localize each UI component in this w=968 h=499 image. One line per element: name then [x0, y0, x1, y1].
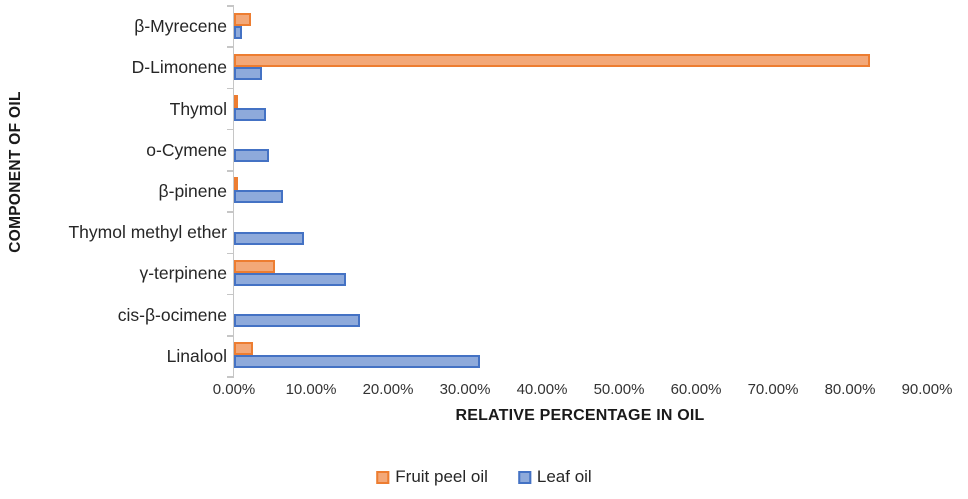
category-label: o-Cymene [146, 139, 227, 160]
bar-leaf-oil [234, 149, 269, 163]
x-tick-label: 50.00% [593, 381, 645, 398]
bar-leaf-oil [234, 25, 243, 39]
bar-fruit-peel-oil [234, 342, 254, 356]
legend-item-fruit-peel-oil: Fruit peel oil [376, 467, 488, 487]
bar-fruit-peel-oil [234, 12, 251, 26]
bar-leaf-oil [234, 272, 346, 286]
y-axis-tick [227, 46, 234, 48]
y-axis-tick [227, 128, 234, 131]
category-label: Thymol [169, 98, 227, 119]
bar-leaf-oil [234, 190, 283, 204]
bar-leaf-oil [234, 355, 481, 369]
bar-fruit-peel-oil [234, 177, 238, 191]
x-tick-label: 0.00% [212, 381, 256, 398]
y-axis-tick [227, 252, 234, 255]
legend-swatch-icon [517, 470, 531, 484]
y-axis-tick [227, 211, 234, 213]
bar-fruit-peel-oil [234, 259, 275, 273]
x-tick-label: 70.00% [747, 381, 799, 398]
x-tick-label: 10.00% [285, 381, 337, 398]
category-label: β-Myrecene [134, 16, 227, 37]
y-axis-tick [227, 5, 234, 7]
category-label: β-pinene [158, 180, 227, 201]
category-label: γ-terpinene [139, 263, 227, 284]
legend-swatch-icon [376, 470, 390, 484]
legend: Fruit peel oil Leaf oil [376, 467, 592, 487]
x-tick-label: 90.00% [901, 381, 953, 398]
category-label: D-Limonene [131, 57, 227, 78]
legend-item-leaf-oil: Leaf oil [517, 467, 592, 487]
x-tick-label: 20.00% [362, 381, 414, 398]
x-tick-label: 60.00% [670, 381, 722, 398]
x-axis-title: RELATIVE PERCENTAGE IN OIL [455, 407, 705, 424]
y-axis-line [232, 6, 234, 377]
category-label: cis-β-ocimene [117, 304, 227, 325]
y-axis-tick [227, 376, 234, 378]
category-label: Linalool [166, 345, 227, 366]
legend-label: Leaf oil [536, 467, 592, 486]
y-axis-tick [227, 170, 234, 172]
bar-fruit-peel-oil [234, 53, 871, 67]
x-tick-label: 40.00% [516, 381, 568, 398]
bar-fruit-peel-oil [234, 94, 238, 108]
legend-label: Fruit peel oil [395, 467, 488, 486]
bar-leaf-oil [234, 314, 361, 328]
bar-leaf-oil [234, 231, 305, 245]
x-tick-label: 80.00% [824, 381, 876, 398]
x-tick-label: 30.00% [439, 381, 491, 398]
bar-leaf-oil [234, 107, 267, 121]
y-axis-tick [227, 293, 234, 296]
y-axis-tick [227, 87, 234, 90]
bar-leaf-oil [234, 66, 262, 80]
category-label: Thymol methyl ether [68, 222, 227, 243]
y-axis-tick [227, 335, 234, 337]
